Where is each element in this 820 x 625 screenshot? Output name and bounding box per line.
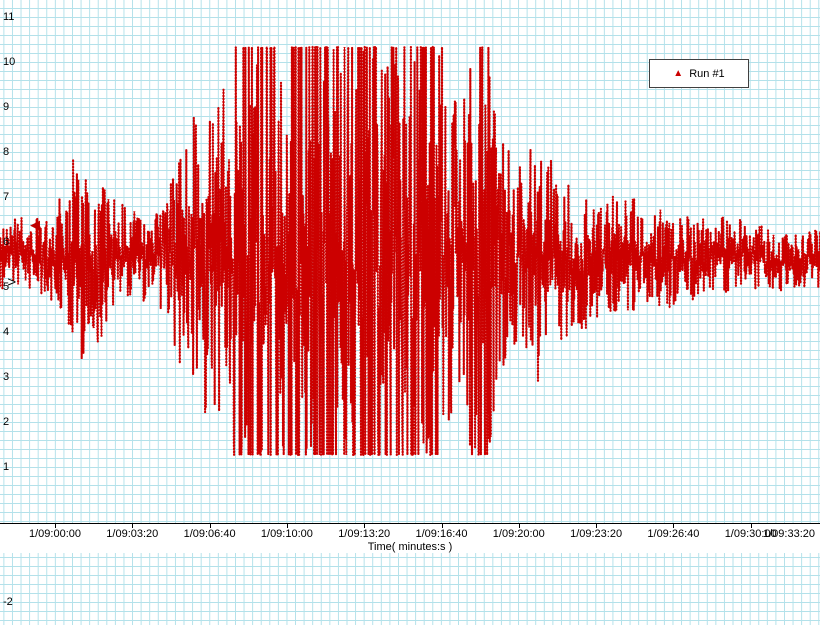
- x-axis-tick-label: 1/09:03:20: [106, 528, 159, 540]
- y-axis-tick-label: 7: [3, 191, 10, 203]
- x-axis-tick-label: 1/09:20:00: [492, 528, 545, 540]
- x-axis-title: Time( minutes:s ): [367, 541, 453, 553]
- x-axis-tick-label: 1/09:16:40: [415, 528, 468, 540]
- x-axis-tick-mark: [364, 524, 366, 528]
- x-axis-tick-mark: [596, 524, 598, 528]
- x-axis-tick-label: 1/09:10:00: [260, 528, 313, 540]
- x-axis-tick-label: 1/09:33:20: [763, 528, 815, 540]
- x-axis-tick-label: 1/09:06:40: [183, 528, 236, 540]
- y-axis-tick-label: 6: [3, 236, 10, 248]
- y-axis-tick-label: 4: [3, 326, 10, 338]
- x-axis-tick-mark: [518, 524, 520, 528]
- x-axis-tick-mark: [441, 524, 443, 528]
- legend-series-label: Run #1: [689, 67, 725, 80]
- waveform-point-markers: [0, 45, 820, 457]
- y-axis-tick-label: 2: [3, 416, 10, 428]
- x-axis-tick-label: 1/09:26:40: [647, 528, 700, 540]
- y-axis-tick-label: 9: [3, 101, 10, 113]
- y-axis-tick-label: 1: [3, 461, 10, 473]
- x-axis-tick-mark: [55, 524, 56, 528]
- x-axis-tick-label: 1/09:30:00: [724, 528, 777, 540]
- y-axis-tick-label: 11: [3, 11, 15, 23]
- x-axis-tick-label: 1/09:13:20: [338, 528, 391, 540]
- legend[interactable]: ▲ Run #1: [649, 59, 749, 88]
- y-axis-tick-label: -2: [3, 596, 13, 608]
- y-axis-tick-label: 8: [3, 146, 10, 158]
- y-axis-tick-label: 3: [3, 371, 10, 383]
- x-axis-tick-mark: [286, 524, 288, 528]
- y-axis-cursor-icon[interactable]: ◀: [30, 217, 40, 232]
- y-axis-tick-label: 5: [3, 281, 10, 293]
- x-axis-band: [0, 524, 820, 553]
- x-axis-tick-mark: [750, 524, 752, 528]
- x-axis-tick-label: 1/09:23:20: [570, 528, 623, 540]
- y-axis-title: V: [6, 278, 19, 286]
- x-axis-tick-mark: [132, 524, 134, 528]
- y-axis-tick-label: 10: [3, 56, 16, 68]
- x-axis-line: [0, 523, 820, 524]
- legend-marker-icon: ▲: [673, 67, 684, 79]
- x-axis-tick-mark: [209, 524, 211, 528]
- x-axis-tick-label: 1/09:00:00: [29, 528, 81, 540]
- x-axis-tick-mark: [673, 524, 675, 528]
